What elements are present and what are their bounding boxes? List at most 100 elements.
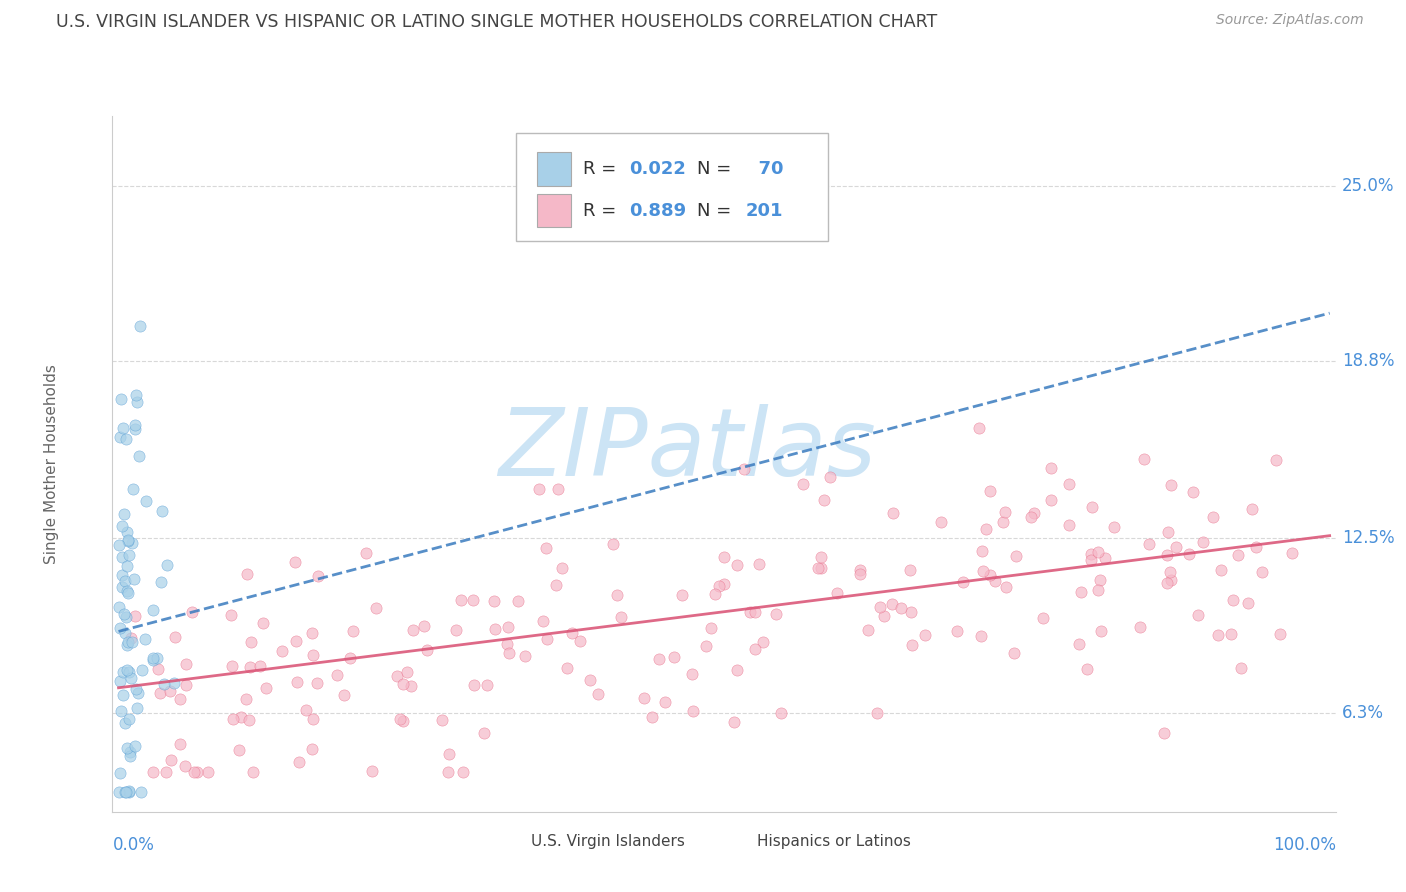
Point [149, 686, 172, 700]
Point [546, 577, 568, 591]
Point [531, 614, 554, 628]
Point [108, 538, 131, 552]
Point [146, 650, 169, 665]
Point [301, 712, 323, 726]
Point [484, 622, 506, 636]
Text: Source: ZipAtlas.com: Source: ZipAtlas.com [1216, 13, 1364, 28]
Point [110, 392, 132, 407]
Point [993, 515, 1015, 529]
Point [1187, 607, 1209, 622]
Point [972, 564, 994, 578]
Point [725, 663, 748, 677]
Point [115, 583, 138, 598]
Text: 12.5%: 12.5% [1341, 530, 1395, 548]
Point [1019, 509, 1042, 524]
Point [952, 575, 974, 590]
Point [890, 601, 912, 615]
Point [463, 678, 485, 692]
Point [602, 537, 624, 551]
Point [111, 550, 134, 565]
Point [285, 633, 308, 648]
Point [969, 421, 991, 435]
Point [156, 558, 179, 573]
Point [1057, 477, 1080, 491]
Point [1094, 550, 1116, 565]
Point [150, 503, 173, 517]
Point [142, 603, 165, 617]
Point [219, 608, 242, 623]
Point [240, 635, 263, 649]
Point [586, 688, 609, 702]
Point [364, 600, 387, 615]
Point [112, 688, 135, 702]
Point [527, 483, 550, 497]
Point [391, 677, 413, 691]
Point [121, 634, 143, 648]
Point [444, 623, 467, 637]
Point [307, 569, 329, 583]
Point [1031, 611, 1053, 625]
Point [900, 605, 922, 619]
Text: U.S. Virgin Islanders: U.S. Virgin Islanders [531, 834, 685, 849]
Point [110, 704, 132, 718]
Point [117, 634, 139, 648]
Point [536, 632, 558, 647]
Point [1090, 624, 1112, 638]
Point [551, 561, 574, 575]
Point [252, 615, 274, 630]
Point [579, 673, 602, 687]
Point [633, 690, 655, 705]
Point [866, 706, 889, 720]
Point [610, 610, 633, 624]
Point [1160, 478, 1182, 492]
Point [713, 577, 735, 591]
Point [115, 785, 138, 799]
Point [1080, 547, 1102, 561]
Point [108, 674, 131, 689]
Point [733, 462, 755, 476]
Point [222, 712, 245, 726]
Point [900, 563, 922, 577]
Point [1159, 565, 1181, 579]
Point [818, 469, 841, 483]
Point [118, 665, 141, 679]
Point [114, 626, 136, 640]
Point [1265, 453, 1288, 467]
Point [1022, 506, 1045, 520]
Point [482, 593, 505, 607]
Point [451, 765, 474, 780]
Point [752, 634, 775, 648]
Point [396, 665, 419, 679]
Point [477, 678, 499, 692]
Point [654, 696, 676, 710]
Text: 70: 70 [747, 160, 783, 178]
Point [1178, 547, 1201, 561]
Point [124, 608, 146, 623]
Point [984, 574, 1007, 588]
Point [108, 766, 131, 780]
Point [1246, 540, 1268, 554]
Point [183, 765, 205, 780]
Point [1241, 501, 1264, 516]
Point [547, 482, 569, 496]
Point [1087, 545, 1109, 559]
Point [1227, 548, 1250, 562]
Point [127, 686, 149, 700]
Point [391, 714, 413, 729]
Point [124, 739, 146, 753]
Point [342, 624, 364, 639]
Point [979, 484, 1001, 499]
Point [249, 659, 271, 673]
Point [118, 712, 141, 726]
Point [430, 713, 453, 727]
Point [744, 642, 766, 657]
Point [1164, 540, 1187, 554]
Point [1069, 637, 1091, 651]
Point [117, 558, 139, 573]
Point [648, 652, 671, 666]
Point [858, 623, 880, 637]
Point [385, 669, 408, 683]
Point [111, 580, 134, 594]
Point [124, 417, 146, 432]
Point [461, 593, 484, 607]
